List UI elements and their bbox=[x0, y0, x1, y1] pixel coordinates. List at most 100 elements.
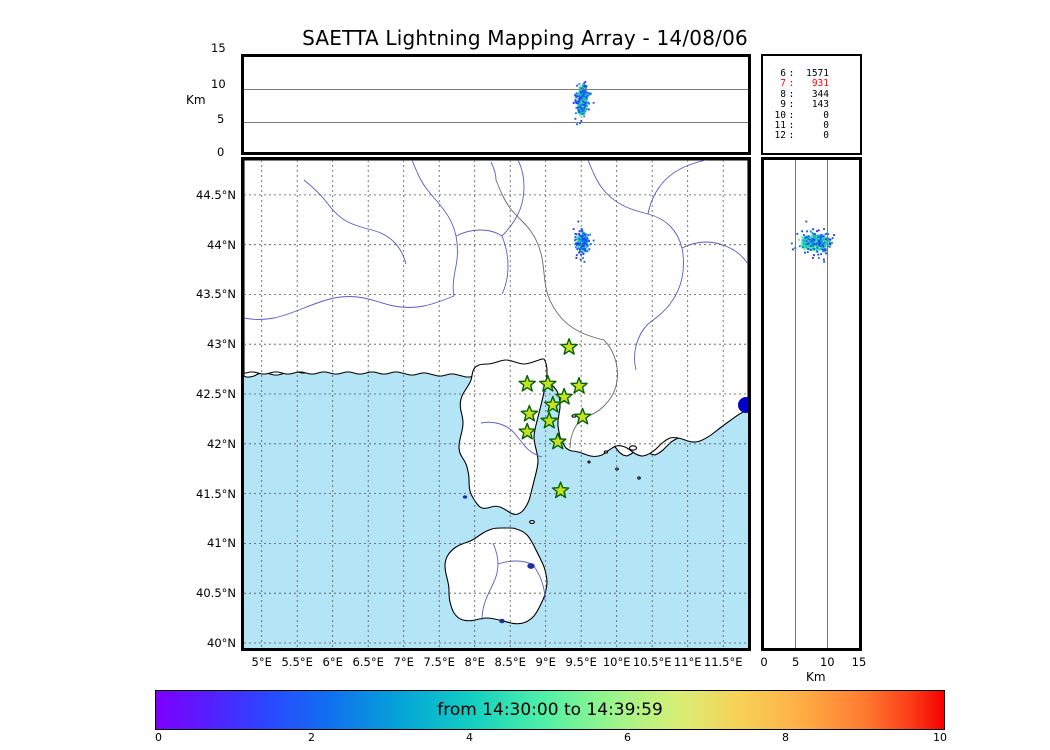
stats-value: 0 bbox=[823, 109, 829, 121]
lightning-source-point bbox=[582, 239, 585, 242]
lightning-source-point bbox=[828, 245, 831, 248]
stats-separator: : bbox=[788, 88, 795, 100]
lightning-source-point bbox=[579, 241, 582, 244]
station-star-marker[interactable] bbox=[518, 422, 537, 440]
lightning-source-point bbox=[574, 236, 577, 239]
lightning-source-point bbox=[579, 244, 582, 247]
lightning-source-point bbox=[583, 98, 586, 101]
station-star-marker[interactable] bbox=[544, 395, 562, 413]
lightning-source-point bbox=[579, 86, 582, 89]
rivers-layer bbox=[244, 160, 748, 621]
colorbar[interactable]: from 14:30:00 to 14:39:59 0 2 4 6 8 10 bbox=[155, 690, 947, 744]
lightning-source-point bbox=[810, 235, 813, 238]
lightning-source-point bbox=[813, 236, 816, 239]
lightning-source-point bbox=[819, 234, 822, 237]
lightning-source-point bbox=[791, 248, 794, 251]
lightning-source-point bbox=[582, 85, 584, 88]
lightning-source-point bbox=[585, 108, 588, 111]
station-star-marker[interactable] bbox=[570, 376, 588, 394]
lightning-source-point bbox=[585, 105, 588, 108]
lightning-source-point bbox=[576, 84, 579, 87]
latitude-tick-label: 42°N bbox=[207, 436, 236, 451]
lightning-source-point bbox=[798, 245, 801, 248]
lightning-source-point bbox=[581, 232, 584, 235]
lightning-source-point bbox=[810, 238, 813, 241]
stats-row: 6:1571 bbox=[769, 68, 830, 79]
station-star-marker[interactable] bbox=[540, 411, 559, 429]
lightning-source-point bbox=[822, 245, 825, 248]
station-star-marker[interactable] bbox=[520, 404, 539, 422]
longitude-tick-label: 10.5°E bbox=[632, 655, 672, 669]
lightning-source-point bbox=[577, 108, 580, 111]
lightning-source-point bbox=[583, 101, 586, 104]
altitude-scatter-svg bbox=[572, 81, 595, 126]
station-star-marker[interactable] bbox=[560, 338, 578, 355]
stats-value: 931 bbox=[811, 78, 829, 90]
lightning-source-point bbox=[587, 108, 590, 111]
lightning-source-point bbox=[817, 253, 820, 256]
lightning-source-point bbox=[802, 238, 805, 241]
station-star-marker[interactable] bbox=[555, 387, 573, 405]
lightning-source-point bbox=[808, 238, 811, 241]
lightning-source-point bbox=[822, 235, 825, 238]
lightning-source-point bbox=[583, 110, 586, 113]
station-star-marker[interactable] bbox=[551, 481, 570, 499]
lightning-source-point bbox=[589, 92, 592, 95]
stats-row: 12: 0 bbox=[769, 130, 830, 142]
lightning-source-point bbox=[587, 244, 590, 247]
lightning-source-point bbox=[820, 236, 823, 239]
lightning-source-point bbox=[796, 232, 799, 235]
lightning-source-point bbox=[582, 94, 585, 96]
lightning-source-point bbox=[803, 245, 806, 248]
lightning-source-point bbox=[589, 243, 592, 245]
lightning-source-point bbox=[578, 106, 581, 108]
lightning-source-point bbox=[575, 233, 578, 236]
lightning-source-point bbox=[822, 240, 825, 243]
colorbar-gradient[interactable] bbox=[155, 690, 945, 730]
station-markers-layer bbox=[518, 338, 592, 499]
stats-row: 10: 0 bbox=[769, 109, 830, 121]
lightning-source-point bbox=[817, 242, 820, 245]
lightning-source-point bbox=[802, 243, 805, 246]
lightning-source-point bbox=[574, 232, 577, 235]
station-star-marker[interactable] bbox=[573, 407, 592, 425]
lightning-source-point bbox=[575, 244, 578, 246]
lightning-source-point bbox=[805, 243, 808, 246]
map-panel bbox=[241, 157, 751, 651]
stats-station-count: 12 bbox=[774, 130, 786, 142]
lightning-source-point bbox=[581, 96, 583, 99]
lightning-source-point bbox=[794, 247, 797, 250]
station-star-marker[interactable] bbox=[518, 374, 537, 392]
station-star-marker[interactable] bbox=[539, 374, 557, 392]
stats-separator: : bbox=[788, 130, 795, 142]
lightning-source-point bbox=[576, 106, 579, 109]
right-scatter-svg bbox=[790, 220, 836, 263]
lightning-scatter-map bbox=[572, 220, 595, 263]
stats-row: 9: 143 bbox=[769, 99, 830, 111]
lightning-source-point bbox=[576, 100, 579, 102]
lightning-source-point bbox=[585, 241, 588, 244]
lightning-source-point bbox=[825, 247, 828, 250]
lightning-source-point bbox=[583, 91, 586, 93]
lightning-source-point bbox=[579, 106, 582, 109]
lightning-source-point bbox=[805, 246, 808, 249]
lightning-source-point bbox=[811, 247, 814, 250]
altitude-axis-label: Km bbox=[186, 93, 206, 107]
lightning-source-point bbox=[575, 92, 578, 95]
lightning-source-point bbox=[579, 258, 582, 261]
stats-row: 8: 344 bbox=[769, 88, 830, 100]
lightning-source-point bbox=[801, 244, 804, 247]
right-panel-tick-label: 0 bbox=[760, 655, 768, 669]
longitude-tick-label: 6.5°E bbox=[352, 655, 384, 669]
lightning-source-point bbox=[583, 249, 586, 252]
lightning-source-point bbox=[585, 85, 588, 88]
stats-value: 143 bbox=[811, 99, 829, 111]
stats-separator: : bbox=[788, 68, 795, 79]
lightning-source-point bbox=[585, 236, 588, 239]
lightning-source-point bbox=[574, 93, 577, 96]
station-star-marker[interactable] bbox=[548, 432, 567, 450]
lightning-source-point bbox=[578, 101, 581, 104]
lightning-source-point bbox=[588, 239, 591, 242]
lightning-source-point bbox=[585, 104, 588, 107]
lightning-source-point bbox=[824, 249, 827, 252]
